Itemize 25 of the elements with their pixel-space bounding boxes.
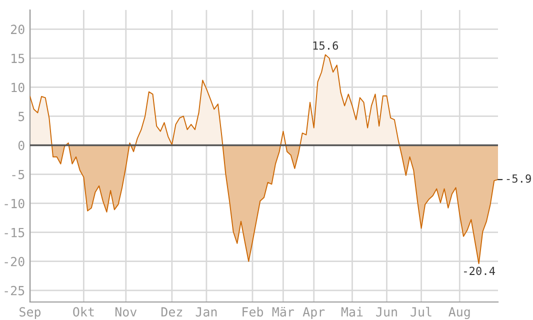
x-tick-label: Dez [161,307,182,317]
x-tick-label: Jan [196,307,217,317]
y-tick-label: -10 [4,198,24,208]
y-tick-label: -15 [4,228,24,238]
x-tick-label: Mai [341,306,363,317]
x-tick-label: Nov [115,307,137,317]
y-tick-label: 20 [11,24,24,34]
x-tick-label: Mär [272,306,294,317]
x-tick-label: Sep [20,307,41,320]
y-tick-label: -5 [12,170,24,180]
y-tick-label: 15 [12,54,24,64]
x-tick-label: Aug [448,307,470,320]
annotation: 15.6 [313,41,338,50]
x-tick-label: Jun [376,307,397,317]
y-tick-label: 10 [12,82,24,92]
x-tick-label: Apr [302,307,325,320]
x-tick-label: Feb [242,306,264,317]
x-tick-label: Jul [410,306,432,317]
y-tick-label: 5 [18,112,24,122]
y-tick-label: -20 [4,256,24,266]
text: -5.9 [506,174,531,183]
y-tick-label: 0 [18,140,24,150]
y-tick-label: -25 [4,286,24,296]
x-tick-label: Okt [73,306,94,317]
annotation: -20.4 [464,266,496,276]
